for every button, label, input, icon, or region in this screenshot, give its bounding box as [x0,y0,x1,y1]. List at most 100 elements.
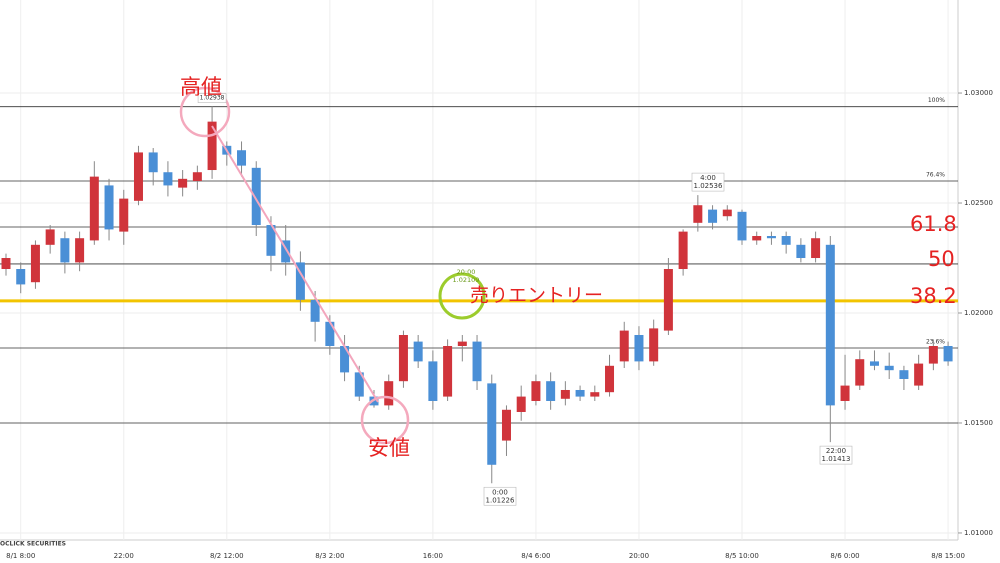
candle-body [678,231,688,270]
candle-body [295,262,305,300]
candle-body [384,381,394,406]
x-tick-label: 8/3 2:00 [315,552,344,560]
x-tick-label: 8/5 10:00 [725,552,759,560]
fib-label: 23.6% [926,338,945,345]
candle-body [899,370,909,379]
candle-body [590,392,600,397]
fib-levels: 100% 76.4% 23.6% [0,97,958,424]
candle-body [237,150,247,166]
x-tick-label: 8/1 8:00 [6,552,35,560]
candle-body [649,328,659,362]
candle-body [1,258,11,270]
x-tick-label: 22:00 [114,552,134,560]
candle-body [914,363,924,386]
price-label: 1.02938 [200,95,225,102]
candle-body [560,389,570,399]
candle-body [163,172,173,186]
candle-body [207,121,217,171]
x-tick-label: 20:00 [629,552,649,560]
candle-body [546,381,556,401]
candle-body [148,152,158,173]
high-circle [179,86,231,138]
candle-body [501,409,511,441]
candle-body [457,341,467,346]
candle-body [178,178,188,188]
marker-time: 20:00 [457,268,476,276]
fib-label: 76.4% [926,172,945,179]
marker-value: 1.02536 [694,182,723,190]
candle-body [811,238,821,259]
candle-body [266,225,276,256]
candle-body [605,365,615,393]
candle-body [531,381,541,401]
marker-box [819,445,853,465]
candle-body [30,244,40,283]
y-tick-label: 1.02500 [964,199,993,207]
marker-box [483,486,517,506]
candle-body [251,167,261,226]
candle-body [840,385,850,401]
marker-time: 4:00 [700,174,716,182]
y-tick-label: 1.01500 [964,419,993,427]
candle-body [884,365,894,371]
y-tick-label: 1.03000 [964,89,993,97]
note: 高値 [180,75,222,99]
candle-body [825,244,835,406]
note: 50 [928,247,955,271]
candle-body [928,345,938,364]
marker-time: 22:00 [826,447,846,455]
candle-body [89,176,99,241]
y-tick-label: 1.02000 [964,309,993,317]
candle-body [281,240,291,263]
candle-body [619,330,629,362]
candle-body [104,185,114,230]
candle-body [340,345,350,373]
candle-body [708,209,718,223]
trend-line [211,125,379,403]
candle-body [310,299,320,322]
candle-body [192,172,202,182]
candle-body [354,372,364,397]
candle-body [413,341,423,362]
markers: 1.02938 4:001.02536 0:001.01226 22:001.0141… [197,93,853,506]
candle-body [693,205,703,223]
candle-body [487,383,497,465]
x-tick-label: 8/8 15:00 [931,552,965,560]
candle-body [16,269,26,285]
candles [1,106,953,484]
x-tick-label: 8/4 6:00 [521,552,550,560]
candle-body [398,334,408,382]
candle-body [855,359,865,386]
candle-body [45,229,55,245]
watermark: OCLICK SECURITIES [0,541,66,548]
note: 売りエントリー [470,285,603,307]
marker-box [691,172,725,192]
candle-body [796,244,806,259]
x-tick-label: 16:00 [423,552,443,560]
candle-body [634,334,644,362]
marker-value: 1.01413 [822,455,851,463]
marker-time: 0:00 [492,488,508,496]
candle-body [119,198,129,232]
candle-body [325,321,335,346]
price-box [197,93,227,103]
y-tick-label: 1.01000 [964,529,993,537]
note: 安値 [368,436,410,460]
candle-body [943,345,953,362]
candle-body [60,238,70,263]
note: 61.8 [910,212,957,236]
candle-body [781,236,791,245]
candle-body [133,152,143,201]
candle-body [443,345,453,397]
fib-label: 100% [928,97,945,104]
candle-body [428,361,438,401]
candle-body [575,389,585,397]
x-tick-label: 8/2 12:00 [210,552,244,560]
candle-body [516,396,526,412]
candle-body [766,236,776,239]
entry-circle [438,272,486,320]
candle-body [752,236,762,241]
candle-body [722,209,732,217]
